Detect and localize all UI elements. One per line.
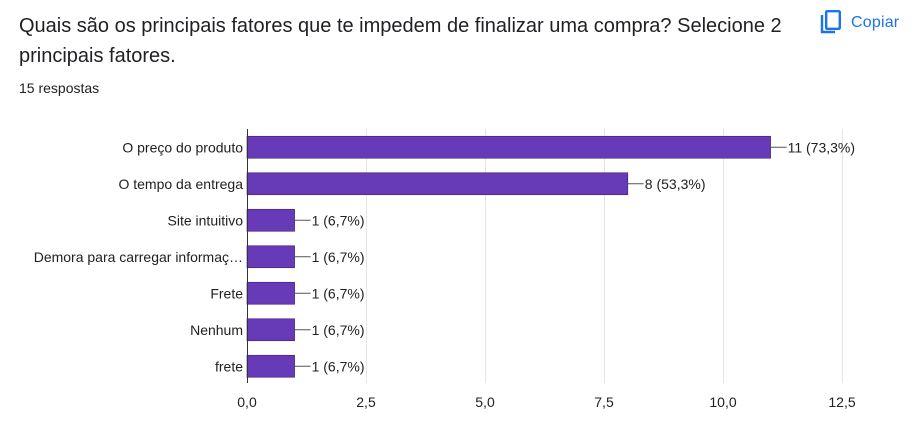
- category-label: O preço do produto: [122, 139, 243, 155]
- data-label: 1 (6,7%): [312, 358, 365, 374]
- data-label: 8 (53,3%): [645, 176, 706, 192]
- category-label: Demora para carregar informaç…: [34, 249, 243, 265]
- x-tick-label: 5,0: [475, 394, 495, 410]
- copy-button[interactable]: Copiar: [820, 8, 899, 38]
- bar: [246, 354, 295, 378]
- data-label: 11 (73,3%): [788, 139, 855, 155]
- question-title: Quais são os principais fatores que te i…: [19, 15, 782, 67]
- category-label: Frete: [210, 285, 243, 301]
- x-tick-label: 2,5: [356, 394, 376, 410]
- data-label: 1 (6,7%): [312, 285, 365, 301]
- category-label: Site intuitivo: [168, 212, 244, 228]
- copy-icon: [820, 10, 842, 34]
- bar: [246, 208, 295, 232]
- data-label: 1 (6,7%): [312, 212, 365, 228]
- copy-label: Copiar: [851, 14, 900, 31]
- category-label: O tempo da entrega: [118, 176, 243, 192]
- bar: [246, 318, 295, 342]
- bar: [246, 245, 295, 269]
- bar: [246, 135, 771, 159]
- bar: [246, 172, 629, 196]
- x-tick-label: 7,5: [594, 394, 614, 410]
- x-tick-label: 0,0: [237, 394, 257, 410]
- bar: [246, 281, 295, 305]
- category-label: Nenhum: [190, 322, 243, 338]
- x-tick-label: 12,5: [828, 394, 855, 410]
- response-count: 15 respostas: [19, 80, 100, 96]
- category-label: frete: [215, 358, 243, 374]
- x-tick-label: 10,0: [709, 394, 736, 410]
- data-label: 1 (6,7%): [312, 249, 365, 265]
- data-label: 1 (6,7%): [312, 322, 365, 338]
